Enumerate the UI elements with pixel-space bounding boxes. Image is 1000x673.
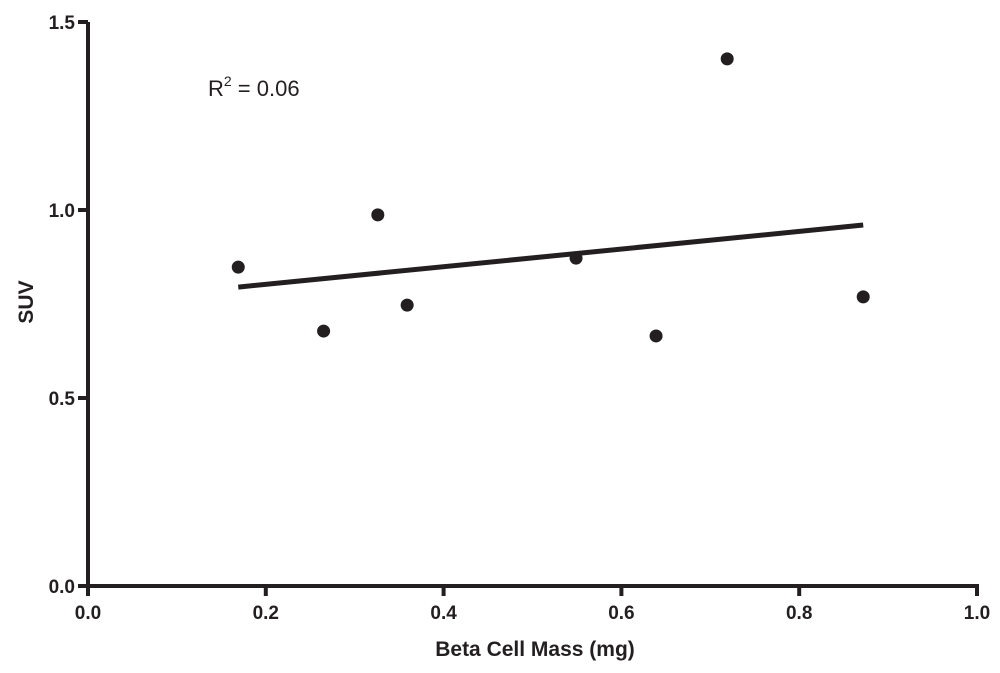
axes xyxy=(86,22,979,588)
data-point xyxy=(371,208,385,222)
data-point xyxy=(649,329,663,343)
y-ticks: 0.0 0.5 1.0 1.5 xyxy=(49,13,88,598)
r-squared-annotation: R2 = 0.06 xyxy=(208,73,300,101)
x-ticks: 0.0 0.2 0.4 0.6 0.8 1.0 xyxy=(75,586,990,624)
data-point xyxy=(231,260,245,274)
y-axis-label: SUV xyxy=(15,280,38,323)
fit-line-group xyxy=(237,222,864,290)
data-points xyxy=(231,52,870,343)
data-point xyxy=(720,52,734,66)
x-tick-label: 0.0 xyxy=(75,603,101,624)
y-tick-label: 1.0 xyxy=(49,201,75,222)
x-axis-label: Beta Cell Mass (mg) xyxy=(435,638,635,661)
y-tick-label: 0.0 xyxy=(49,577,75,598)
data-point xyxy=(317,324,331,338)
r-squared-letter: R xyxy=(208,76,224,101)
data-point xyxy=(569,251,583,265)
x-tick-label: 1.0 xyxy=(964,603,990,624)
x-tick-label: 0.6 xyxy=(608,603,634,624)
y-tick-label: 0.5 xyxy=(49,389,76,410)
r-squared-value: = 0.06 xyxy=(232,76,300,101)
data-point xyxy=(400,298,414,312)
x-tick-label: 0.2 xyxy=(253,603,279,624)
r-squared-superscript: 2 xyxy=(224,73,232,89)
regression-line xyxy=(237,222,864,290)
x-tick-label: 0.4 xyxy=(430,603,457,624)
y-tick-label: 1.5 xyxy=(49,13,76,34)
data-point xyxy=(856,290,870,304)
x-tick-label: 0.8 xyxy=(786,603,812,624)
